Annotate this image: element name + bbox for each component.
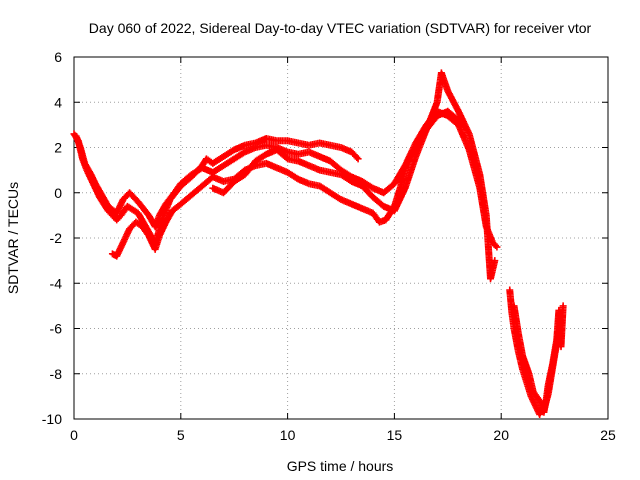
grid bbox=[74, 57, 608, 419]
data-points bbox=[70, 69, 567, 418]
y-tick-label: 2 bbox=[54, 140, 62, 156]
data-point-track-e bbox=[559, 302, 567, 310]
y-tick-label: 6 bbox=[54, 49, 62, 65]
chart-title: Day 060 of 2022, Sidereal Day-to-day VTE… bbox=[89, 20, 592, 36]
y-axis-label: SDTVAR / TECUs bbox=[5, 182, 21, 294]
y-tick-label: 4 bbox=[54, 94, 62, 110]
y-tick-label: -8 bbox=[50, 366, 63, 382]
data-point-track-c-interp bbox=[492, 242, 500, 250]
x-tick-label: 0 bbox=[70, 427, 78, 443]
y-tick-label: 0 bbox=[54, 185, 62, 201]
x-tick-label: 25 bbox=[600, 427, 616, 443]
axis-ticks: 0 5 10 15 20 25 -10 -8 -6 -4 -2 0 2 4 6 bbox=[42, 49, 616, 443]
data-point-track-c bbox=[493, 243, 501, 251]
data-point-track-f bbox=[557, 315, 565, 323]
x-tick-label: 20 bbox=[493, 427, 509, 443]
x-tick-label: 10 bbox=[280, 427, 296, 443]
y-tick-label: -6 bbox=[50, 321, 63, 337]
y-tick-label: -10 bbox=[42, 411, 62, 427]
y-tick-label: -2 bbox=[50, 230, 63, 246]
data-point-track-d bbox=[491, 257, 499, 265]
x-tick-label: 5 bbox=[177, 427, 185, 443]
data-point-track-a bbox=[354, 155, 362, 163]
data-point-track-a-interp bbox=[353, 153, 361, 161]
x-tick-label: 15 bbox=[387, 427, 403, 443]
y-tick-label: -4 bbox=[50, 275, 63, 291]
x-axis-label: GPS time / hours bbox=[287, 458, 394, 474]
